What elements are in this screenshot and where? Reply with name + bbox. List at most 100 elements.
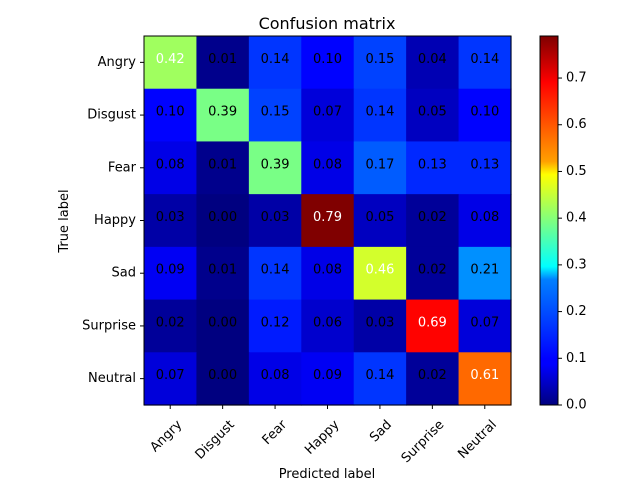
cell-value-label: 0.09: [313, 368, 342, 383]
colorbar-tick-label: 0.6: [566, 117, 587, 132]
x-tick-label: Sad: [367, 417, 395, 445]
y-tick-label: Fear: [108, 160, 137, 175]
cell-value-label: 0.79: [313, 210, 342, 225]
colorbar-ticks: 0.0 0.1 0.2 0.3 0.4 0.5 0.6 0.7: [558, 71, 587, 413]
heatmap-cell-4-6: [458, 246, 512, 301]
cell-value-label: 0.05: [418, 105, 447, 120]
y-axis-label: True label: [57, 189, 72, 253]
colorbar-tick-label: 0.2: [566, 304, 587, 319]
heatmap-cell-5-3: [301, 299, 355, 353]
cell-value-label: 0.14: [261, 52, 290, 67]
cell-value-label: 0.05: [365, 210, 394, 225]
heatmap-cell-2-1: [196, 141, 250, 195]
colorbar-gradient: [539, 35, 559, 406]
x-axis-label: Predicted label: [279, 467, 376, 480]
cell-value-label: 0.08: [261, 368, 290, 383]
heatmap-cell-3-3: [301, 194, 355, 248]
heatmap-cell-0-6: [458, 36, 512, 90]
cell-value-label: 0.02: [418, 263, 447, 278]
y-tick-label: Angry: [98, 55, 137, 70]
cell-value-label: 0.46: [365, 263, 394, 278]
y-tick-label: Sad: [112, 266, 136, 281]
heatmap-cell-4-5: [406, 246, 460, 301]
cell-value-label: 0.03: [156, 210, 185, 225]
x-tick-label: Disgust: [193, 417, 238, 462]
heatmap-cell-6-6: [458, 352, 512, 406]
colorbar-tick-label: 0.5: [566, 164, 587, 179]
colorbar-tick-label: 0.7: [566, 71, 587, 86]
heatmap-cell-0-4: [353, 36, 407, 90]
cell-value-label: 0.02: [418, 368, 447, 383]
cell-value-label: 0.39: [208, 105, 237, 120]
cell-value-label: 0.14: [470, 52, 499, 67]
heatmap-cell-6-1: [196, 352, 250, 406]
cell-value-label: 0.13: [418, 157, 447, 172]
cell-value-label: 0.13: [470, 157, 499, 172]
heatmap-cell-0-5: [406, 36, 460, 90]
heatmap-cell-3-0: [144, 194, 198, 248]
heatmap-cell-2-5: [406, 141, 460, 195]
y-tick-label: Neutral: [88, 371, 136, 386]
cell-value-label: 0.08: [470, 210, 499, 225]
cell-value-label: 0.08: [313, 263, 342, 278]
heatmap-cell-4-4: [353, 246, 407, 301]
cell-value-label: 0.21: [470, 263, 499, 278]
heatmap-cell-3-4: [353, 194, 407, 248]
heatmap-cell-4-2: [248, 246, 302, 301]
cell-value-label: 0.42: [156, 52, 185, 67]
cell-value-label: 0.12: [261, 315, 290, 330]
heatmap-cell-3-6: [458, 194, 512, 248]
cell-value-label: 0.04: [418, 52, 447, 67]
cell-value-label: 0.10: [470, 105, 499, 120]
cell-value-label: 0.00: [208, 315, 237, 330]
cell-value-label: 0.00: [208, 368, 237, 383]
x-tick-label: Happy: [302, 417, 342, 457]
x-tick-label: Neutral: [455, 417, 500, 462]
heatmap-cell-2-2: [248, 141, 302, 195]
heatmap-cell-6-4: [353, 352, 407, 406]
heatmap-cells: [144, 36, 512, 406]
colorbar-tick-label: 0.0: [566, 398, 587, 413]
cell-value-label: 0.01: [208, 157, 237, 172]
colorbar-tick-label: 0.1: [566, 351, 587, 366]
heatmap-cell-5-1: [196, 299, 250, 353]
cell-value-label: 0.10: [313, 52, 342, 67]
chart-title: Confusion matrix: [259, 14, 396, 33]
colorbar-tick-label: 0.3: [566, 257, 587, 272]
cell-value-label: 0.01: [208, 263, 237, 278]
y-tick-label: Happy: [94, 213, 136, 228]
heatmap-cell-1-2: [248, 88, 302, 143]
cell-value-label: 0.02: [418, 210, 447, 225]
cell-value-label: 0.14: [365, 368, 394, 383]
cell-value-label: 0.61: [470, 368, 499, 383]
y-tick-label: Surprise: [82, 318, 136, 333]
cell-value-label: 0.02: [156, 315, 185, 330]
heatmap-cell-1-1: [196, 88, 250, 143]
heatmap-cell-4-0: [144, 246, 198, 301]
cell-value-label: 0.17: [365, 157, 394, 172]
cell-value-label: 0.39: [261, 157, 290, 172]
heatmap-cell-0-0: [144, 36, 198, 90]
cell-value-label: 0.06: [313, 315, 342, 330]
cell-value-label: 0.01: [208, 52, 237, 67]
heatmap-cell-1-6: [458, 88, 512, 143]
cell-value-label: 0.07: [156, 368, 185, 383]
heatmap-cell-4-3: [301, 246, 355, 301]
cell-value-label: 0.08: [313, 157, 342, 172]
heatmap-cell-4-1: [196, 246, 250, 301]
heatmap-cell-0-1: [196, 36, 250, 90]
heatmap-cell-5-6: [458, 299, 512, 353]
heatmap-cell-5-5: [406, 299, 460, 353]
heatmap-cell-2-6: [458, 141, 512, 195]
heatmap-cell-6-2: [248, 352, 302, 406]
cell-value-label: 0.10: [156, 105, 185, 120]
heatmap-cell-6-5: [406, 352, 460, 406]
heatmap-cell-3-1: [196, 194, 250, 248]
cell-value-label: 0.15: [261, 105, 290, 120]
heatmap-cell-3-2: [248, 194, 302, 248]
colorbar: 0.0 0.1 0.2 0.3 0.4 0.5 0.6 0.7: [539, 35, 587, 413]
x-axis-ticks: Angry Disgust Fear Happy Sad Surprise Neutral: [147, 405, 500, 466]
cell-value-label: 0.09: [156, 263, 185, 278]
cell-value-label: 0.00: [208, 210, 237, 225]
